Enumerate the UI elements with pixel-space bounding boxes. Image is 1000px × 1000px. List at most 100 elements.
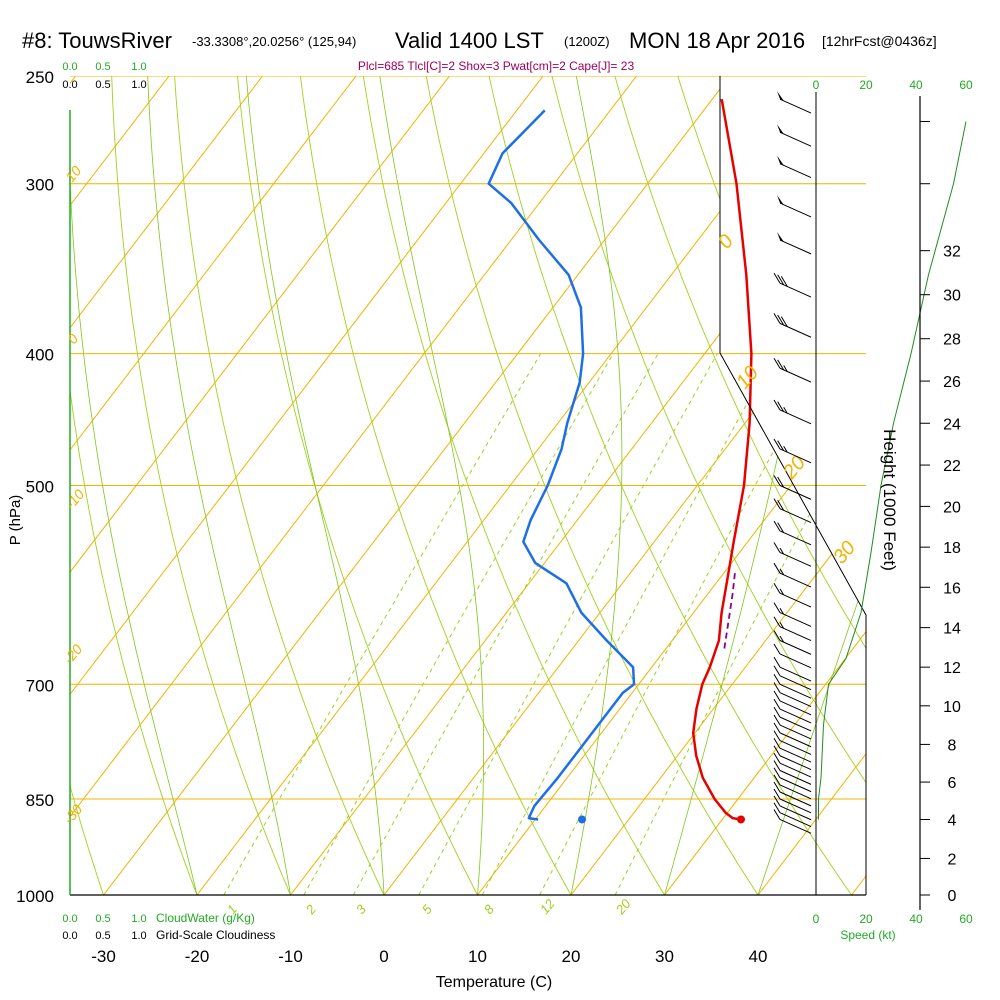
temperature-tick-label: -20: [185, 947, 210, 966]
cloud-water-scale-label: 1.0: [131, 913, 146, 925]
wind-barb-feather: [773, 682, 781, 693]
temperature-tick-label: -10: [278, 947, 303, 966]
moist-adiabat-line: [245, 76, 385, 895]
wind-barb-pennant: [777, 91, 784, 102]
wind-barb-feather: [777, 314, 785, 326]
pressure-tick-label: 500: [26, 478, 54, 497]
isotherm-label: 10: [62, 163, 84, 185]
wind-speed-tick-top: 0: [813, 78, 820, 92]
wind-barb-feather: [783, 445, 788, 453]
wind-barb-feather: [773, 562, 781, 574]
isotherm-label: 0: [714, 231, 738, 254]
wind-barb-staff: [779, 131, 812, 147]
wind-barb-feather: [773, 665, 781, 677]
wind-barb-staff: [779, 163, 812, 179]
mixing-ratio-label: 12: [537, 896, 558, 917]
wind-barb-staff: [779, 653, 812, 669]
dry-adiabat-line: [70, 76, 209, 895]
surface-dewpoint-dot: [578, 815, 587, 824]
wind-barb-staff: [779, 770, 812, 785]
wind-barb-feather: [773, 760, 781, 771]
wind-barb-feather: [773, 438, 781, 450]
isotherm-label: -20: [60, 641, 85, 667]
wind-barb-feather: [773, 542, 781, 553]
isotherm-line: [70, 76, 357, 895]
temperature-tick-label: 40: [749, 947, 768, 966]
temperature-tick-label: 30: [655, 947, 674, 966]
wind-barb-staff: [779, 612, 812, 627]
height-tick-label: 0: [948, 888, 957, 905]
wind-barb-staff: [779, 777, 812, 793]
wind-barb-feather: [773, 730, 781, 741]
temperature-profile: [691, 98, 753, 821]
grid-cloudiness-label: Grid-Scale Cloudiness: [156, 928, 275, 942]
height-tick-label: 14: [943, 621, 961, 638]
pressure-tick-label: 700: [26, 676, 54, 695]
wind-barb-feather: [773, 602, 781, 613]
dry-adiabat-line: [172, 76, 399, 895]
forecast-date: MON 18 Apr 2016: [629, 28, 806, 53]
height-tick-label: 10: [943, 699, 961, 716]
wind-barb-feather: [773, 690, 781, 702]
wind-barb-feather: [773, 498, 781, 509]
isotherm-line: [945, 76, 1000, 895]
mixing-ratio-label: 3: [353, 901, 370, 917]
wind-barb-staff: [779, 692, 812, 707]
valid-time: Valid 1400 LST: [395, 28, 544, 53]
height-tick-label: 16: [943, 580, 961, 597]
wind-barb-feather: [779, 568, 785, 576]
wind-barb-staff: [779, 508, 812, 523]
height-tick-label: 32: [943, 244, 961, 261]
mixing-ratio-line: [481, 353, 775, 895]
wind-barb-staff: [779, 819, 812, 834]
wind-barb-pennant: [777, 155, 784, 166]
pressure-tick-label: 400: [26, 346, 54, 365]
wind-barb-staff: [779, 812, 812, 828]
height-tick-label: 4: [948, 812, 957, 829]
mixing-ratio-label: 2: [302, 901, 319, 918]
wind-barb-staff: [779, 798, 812, 814]
wind-speed-tick-top: 20: [859, 78, 873, 92]
station-title: #8: TouwsRiver: [22, 28, 172, 53]
moist-adiabat-line: [379, 76, 485, 895]
wind-barb-feather: [777, 274, 785, 286]
pressure-tick-label: 850: [26, 791, 54, 810]
dry-adiabat-line: [919, 52, 1000, 924]
pressure-axis-label: P (hPa): [7, 495, 24, 546]
wind-barb-staff: [779, 409, 812, 425]
cloud-water-scale-label-top: 1.0: [131, 61, 146, 73]
wind-barb-feather: [773, 795, 781, 807]
wind-barb-staff: [779, 592, 812, 608]
wind-barb-staff: [779, 282, 812, 298]
isotherm-line: [70, 76, 263, 895]
wind-barb-feather: [773, 767, 781, 779]
wind-speed-tick-bottom: 60: [959, 912, 973, 926]
cloudiness-scale-label-top: 0.5: [95, 79, 110, 91]
moist-adiabat-line: [147, 76, 291, 895]
wind-speed-axis-label: Speed (kt): [840, 928, 895, 942]
temperature-tick-label: 0: [379, 947, 388, 966]
cloud-water-scale-label: 0.0: [62, 913, 77, 925]
wind-barb-staff: [779, 666, 812, 682]
wind-barb-feather: [777, 522, 785, 533]
height-tick-label: 22: [943, 458, 961, 475]
wind-barb-feather: [780, 276, 788, 287]
diagram-right-boundary: [719, 76, 867, 895]
wind-barb-staff: [779, 791, 812, 807]
wind-speed-curve: [818, 121, 967, 820]
wind-speed-tick-top: 60: [959, 78, 973, 92]
height-tick-label: 8: [948, 737, 957, 754]
isotherm-label: 30: [829, 537, 860, 568]
wind-barb-feather: [773, 643, 781, 655]
wind-barb-feather: [777, 359, 785, 371]
wind-barb-staff: [779, 675, 812, 691]
moist-adiabat-line: [570, 76, 623, 895]
wind-barb-feather: [777, 401, 785, 412]
dry-adiabat-line: [359, 76, 683, 895]
wind-barb-feather: [779, 588, 785, 596]
wind-barb-staff: [779, 740, 812, 755]
dry-adiabat-line: [234, 76, 494, 895]
isotherm-line: [851, 76, 866, 895]
mixing-ratio-line: [303, 353, 614, 895]
